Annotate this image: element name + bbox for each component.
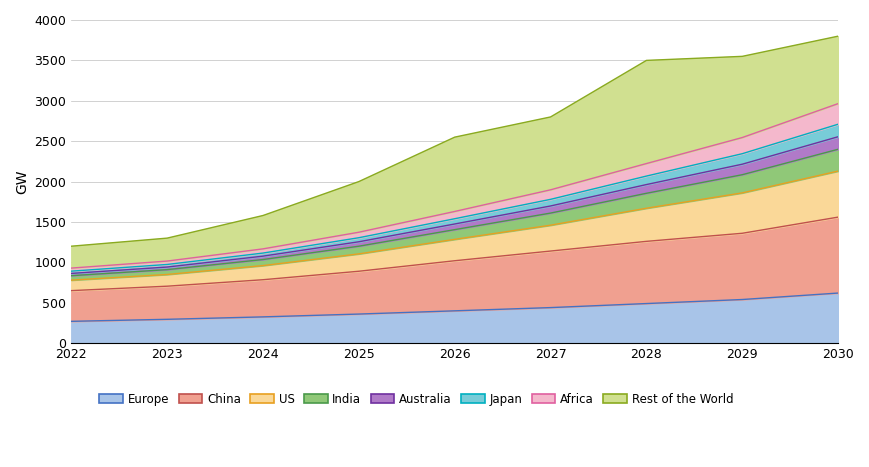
Y-axis label: GW: GW [15,170,29,194]
Legend: Europe, China, US, India, Australia, Japan, Africa, Rest of the World: Europe, China, US, India, Australia, Jap… [95,388,738,410]
